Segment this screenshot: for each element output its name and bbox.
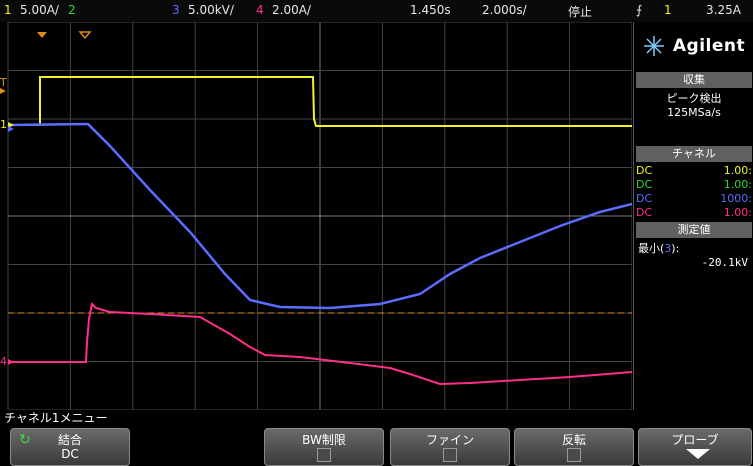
acquisition-mode: ピーク検出	[666, 92, 722, 105]
ch4-number: 4	[256, 3, 264, 17]
invert-softkey[interactable]: 反転	[514, 428, 634, 466]
ch1-scale: 5.00A/	[20, 3, 59, 17]
menu-title: チャネル1メニュー	[4, 411, 108, 425]
waveform-display[interactable]: 1 4 T	[0, 21, 633, 411]
coupling-label: 結合	[57, 433, 82, 447]
ch4-probe: 1.00:	[723, 206, 752, 219]
ch4-coupling: DC	[636, 206, 653, 219]
agilent-spark-icon	[643, 36, 664, 56]
fine-checkbox[interactable]	[443, 448, 457, 462]
cycle-icon: ↻	[19, 432, 31, 448]
measurement-header: 測定値	[636, 222, 752, 238]
waveform-svg: 1 4 T	[0, 21, 633, 411]
trigger-level-marker[interactable]: T	[0, 76, 7, 89]
trigger-level-arrow-icon	[0, 88, 6, 94]
ch2-coupling: DC	[636, 178, 653, 191]
ch3-probe: 1000:	[720, 192, 752, 205]
channel-row-1: DC 1.00:	[636, 164, 752, 178]
graticule	[7, 21, 633, 411]
ch1-number: 1	[4, 3, 12, 17]
sample-rate: 125MSa/s	[667, 106, 721, 119]
channel-row-4: DC 1.00:	[636, 206, 752, 220]
coupling-value: DC	[61, 447, 79, 461]
ch4-scale: 2.00A/	[272, 3, 311, 17]
meas-label-prefix: 最小(	[638, 242, 665, 255]
measurement-label: 最小(3):	[638, 240, 679, 256]
acquisition-header: 収集	[636, 72, 752, 88]
delay-marker-icon	[78, 31, 92, 40]
invert-checkbox[interactable]	[567, 448, 581, 462]
ch2-number: 2	[68, 3, 76, 17]
trigger-source: 1	[664, 3, 672, 17]
ch1-waveform	[8, 76, 632, 127]
ch3-waveform	[7, 122, 633, 310]
channel-row-3: DC 1000:	[636, 192, 752, 206]
brand-name: Agilent	[672, 36, 746, 56]
meas-label-channel: 3	[664, 242, 672, 255]
ch4-ground-marker[interactable]: 4	[0, 355, 7, 368]
fine-label: ファイン	[425, 433, 474, 447]
ch1-probe: 1.00:	[723, 164, 752, 177]
ch3-scale: 5.00kV/	[188, 3, 234, 17]
ch4-waveform	[8, 301, 633, 386]
ch2-probe: 1.00:	[723, 178, 752, 191]
time-delay: 1.450s	[410, 3, 451, 17]
info-panel: Agilent 収集 ピーク検出 125MSa/s チャネル DC 1.00: …	[633, 22, 753, 410]
trigger-edge-icon: ⨍	[636, 3, 643, 17]
measurement-value: -20.1kV	[701, 256, 748, 269]
channel-row-2: DC 1.00:	[636, 178, 752, 192]
status-bar: 1 5.00A/ 2 3 5.00kV/ 4 2.00A/ 1.450s 2.0…	[0, 0, 753, 22]
coupling-softkey[interactable]: ↻ 結合 DC	[10, 428, 130, 466]
submenu-arrow-icon	[686, 449, 710, 459]
ch3-coupling: DC	[636, 192, 653, 205]
agilent-logo: Agilent	[634, 22, 753, 70]
bw-limit-label: BW制限	[302, 433, 346, 447]
ch3-number: 3	[172, 3, 180, 17]
ch1-coupling: DC	[636, 164, 653, 177]
probe-label: プローブ	[671, 433, 719, 447]
trigger-position-marker-icon	[37, 32, 47, 38]
ch1-ground-arrow-icon	[8, 122, 14, 128]
fine-softkey[interactable]: ファイン	[390, 428, 510, 466]
run-state: 停止	[568, 5, 593, 19]
ch4-ground-arrow-icon	[8, 359, 14, 365]
meas-label-suffix: ):	[671, 242, 680, 255]
ch1-ground-marker[interactable]: 1	[0, 118, 7, 131]
channel-header: チャネル	[636, 146, 752, 162]
probe-softkey[interactable]: プローブ	[638, 428, 752, 466]
invert-label: 反転	[561, 433, 586, 447]
trigger-level: 3.25A	[706, 3, 741, 17]
time-scale: 2.000s/	[482, 3, 527, 17]
ch3-ground-arrow-icon	[8, 126, 14, 132]
bw-limit-checkbox[interactable]	[317, 448, 331, 462]
bw-limit-softkey[interactable]: BW制限	[264, 428, 384, 466]
